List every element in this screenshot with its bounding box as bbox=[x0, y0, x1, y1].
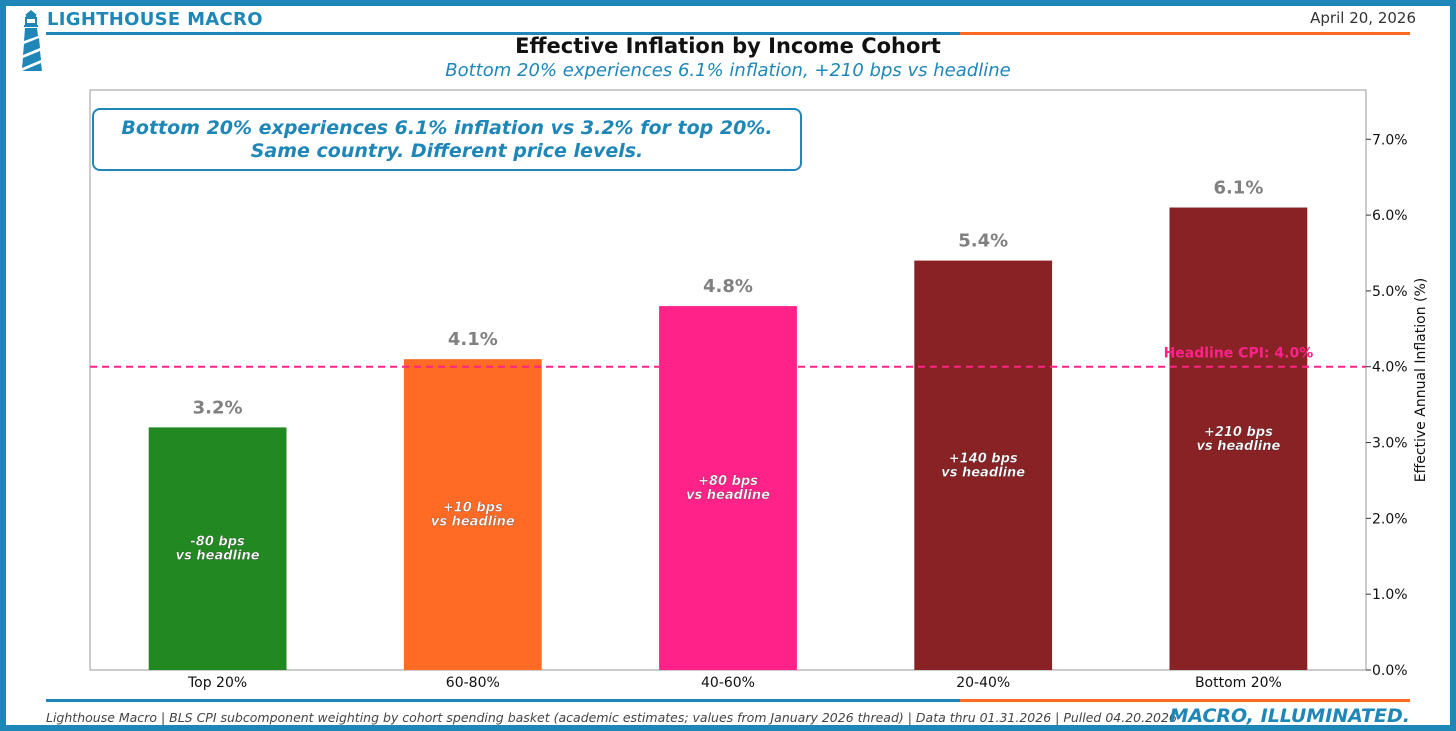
y-axis-label: Effective Annual Inflation (%) bbox=[1413, 278, 1429, 483]
x-tick-label-2: 40-60% bbox=[701, 675, 755, 691]
y-tick-label-6: 6.0% bbox=[1372, 208, 1408, 224]
bar-annotation-2-1: vs headline bbox=[686, 488, 770, 503]
bar-annotation-0-0: -80 bps bbox=[190, 535, 245, 550]
bar-annotation-4-0: +210 bps bbox=[1204, 425, 1273, 440]
bar-annotation-1-1: vs headline bbox=[431, 515, 515, 530]
bar-0 bbox=[148, 427, 287, 670]
value-label-2: 4.8% bbox=[703, 276, 753, 297]
x-tick-label-0: Top 20% bbox=[187, 675, 247, 691]
callout-line-1: Bottom 20% experiences 6.1% inflation vs… bbox=[121, 116, 773, 139]
y-tick-label-1: 1.0% bbox=[1372, 587, 1408, 603]
chart-subtitle: Bottom 20% experiences 6.1% inflation, +… bbox=[445, 60, 1011, 81]
bar-annotation-0-1: vs headline bbox=[176, 549, 260, 564]
bar-annotation-1-0: +10 bps bbox=[443, 501, 503, 516]
x-tick-label-1: 60-80% bbox=[446, 675, 500, 691]
y-tick-label-2: 2.0% bbox=[1372, 511, 1408, 527]
bar-annotation-3-1: vs headline bbox=[941, 465, 1025, 480]
bar-4 bbox=[1169, 207, 1308, 670]
bar-annotation-4-1: vs headline bbox=[1196, 439, 1280, 454]
x-tick-label-3: 20-40% bbox=[956, 675, 1010, 691]
y-tick-label-3: 3.0% bbox=[1372, 436, 1408, 452]
footer-rule-orange bbox=[960, 699, 1410, 702]
y-tick-label-5: 5.0% bbox=[1372, 284, 1408, 300]
footer-rule-blue bbox=[46, 699, 960, 702]
bar-1 bbox=[403, 359, 542, 670]
value-label-1: 4.1% bbox=[448, 329, 498, 350]
value-label-4: 6.1% bbox=[1213, 178, 1263, 199]
chart-title: Effective Inflation by Income Cohort bbox=[515, 34, 941, 58]
value-label-0: 3.2% bbox=[193, 397, 243, 418]
bar-annotation-2-0: +80 bps bbox=[698, 474, 758, 489]
headline-cpi-label: Headline CPI: 4.0% bbox=[1164, 346, 1314, 362]
footer-tagline: MACRO, ILLUMINATED. bbox=[1169, 705, 1410, 727]
lighthouse-logo-icon bbox=[22, 10, 42, 71]
x-tick-label-4: Bottom 20% bbox=[1195, 675, 1282, 691]
y-tick-label-0: 0.0% bbox=[1372, 663, 1408, 679]
brand-name: LIGHTHOUSE MACRO bbox=[47, 9, 263, 30]
header-rule-orange bbox=[960, 32, 1410, 35]
y-tick-label-7: 7.0% bbox=[1372, 132, 1408, 148]
header-rule-blue bbox=[46, 32, 960, 35]
callout-line-2: Same country. Different price levels. bbox=[250, 139, 644, 162]
report-date: April 20, 2026 bbox=[1310, 9, 1416, 27]
bar-3 bbox=[914, 260, 1053, 670]
bar-annotation-3-0: +140 bps bbox=[949, 451, 1018, 466]
footer-source-note: Lighthouse Macro | BLS CPI subcomponent … bbox=[46, 710, 1177, 725]
value-label-3: 5.4% bbox=[958, 231, 1008, 252]
y-tick-label-4: 4.0% bbox=[1372, 360, 1408, 376]
callout-box: Bottom 20% experiences 6.1% inflation vs… bbox=[92, 108, 802, 171]
